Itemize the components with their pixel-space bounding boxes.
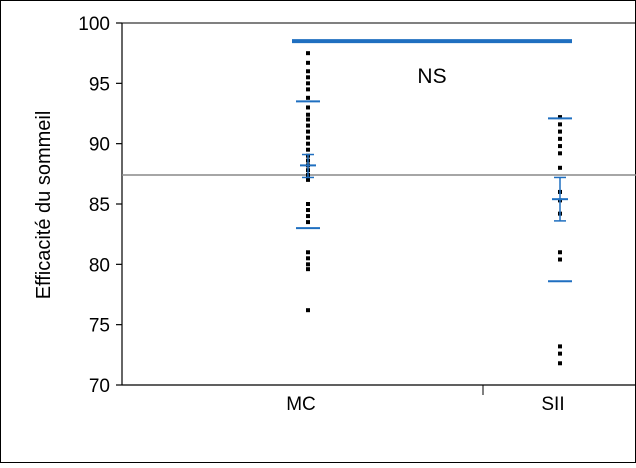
data-point-mc-13 [306, 141, 310, 146]
x-tick-label-mc: MC [286, 394, 316, 415]
y-tick-label-85: 85 [89, 195, 110, 216]
y-axis-label: Efficacité du sommeil [33, 111, 55, 300]
data-point-mc-4 [306, 81, 310, 86]
data-point-mc-5 [306, 87, 310, 92]
significance-label: NS [417, 65, 446, 88]
data-point-sii-0 [558, 115, 562, 120]
y-tick-label-100: 100 [78, 14, 110, 35]
data-point-mc-23 [306, 214, 310, 219]
data-point-sii-13 [558, 351, 562, 356]
data-point-mc-11 [306, 129, 310, 134]
y-tick-label-95: 95 [89, 74, 110, 95]
data-point-sii-4 [558, 144, 562, 149]
data-point-sii-14 [558, 361, 562, 366]
data-point-mc-2 [306, 69, 310, 74]
data-point-sii-10 [558, 250, 562, 255]
data-point-sii-5 [558, 151, 562, 156]
data-point-mc-0 [306, 51, 310, 56]
data-point-mc-14 [306, 147, 310, 152]
data-point-mc-28 [306, 267, 310, 272]
data-point-mc-7 [306, 105, 310, 110]
y-tick-label-80: 80 [89, 255, 110, 276]
y-tick-label-75: 75 [89, 316, 110, 337]
data-point-mc-20 [306, 177, 310, 182]
data-point-mc-27 [306, 262, 310, 267]
y-tick-label-90: 90 [89, 135, 110, 156]
data-point-mc-24 [306, 220, 310, 225]
data-point-mc-29 [306, 308, 310, 313]
data-point-mc-12 [306, 135, 310, 140]
data-point-sii-6 [558, 165, 562, 170]
data-point-sii-11 [558, 257, 562, 262]
data-point-sii-2 [558, 129, 562, 134]
data-point-mc-8 [306, 112, 310, 117]
data-point-mc-26 [306, 256, 310, 261]
data-point-sii-3 [558, 136, 562, 141]
data-point-mc-9 [306, 117, 310, 122]
data-point-mc-3 [306, 75, 310, 80]
data-point-mc-1 [306, 60, 310, 65]
data-point-mc-6 [306, 95, 310, 100]
data-point-mc-25 [306, 250, 310, 255]
data-point-mc-21 [306, 202, 310, 206]
data-point-sii-1 [558, 122, 562, 127]
y-tick-label-70: 70 [89, 376, 110, 397]
data-point-mc-10 [306, 123, 310, 128]
x-tick-label-sii: SII [541, 394, 564, 415]
data-point-sii-12 [558, 344, 562, 349]
data-point-mc-22 [306, 208, 310, 213]
